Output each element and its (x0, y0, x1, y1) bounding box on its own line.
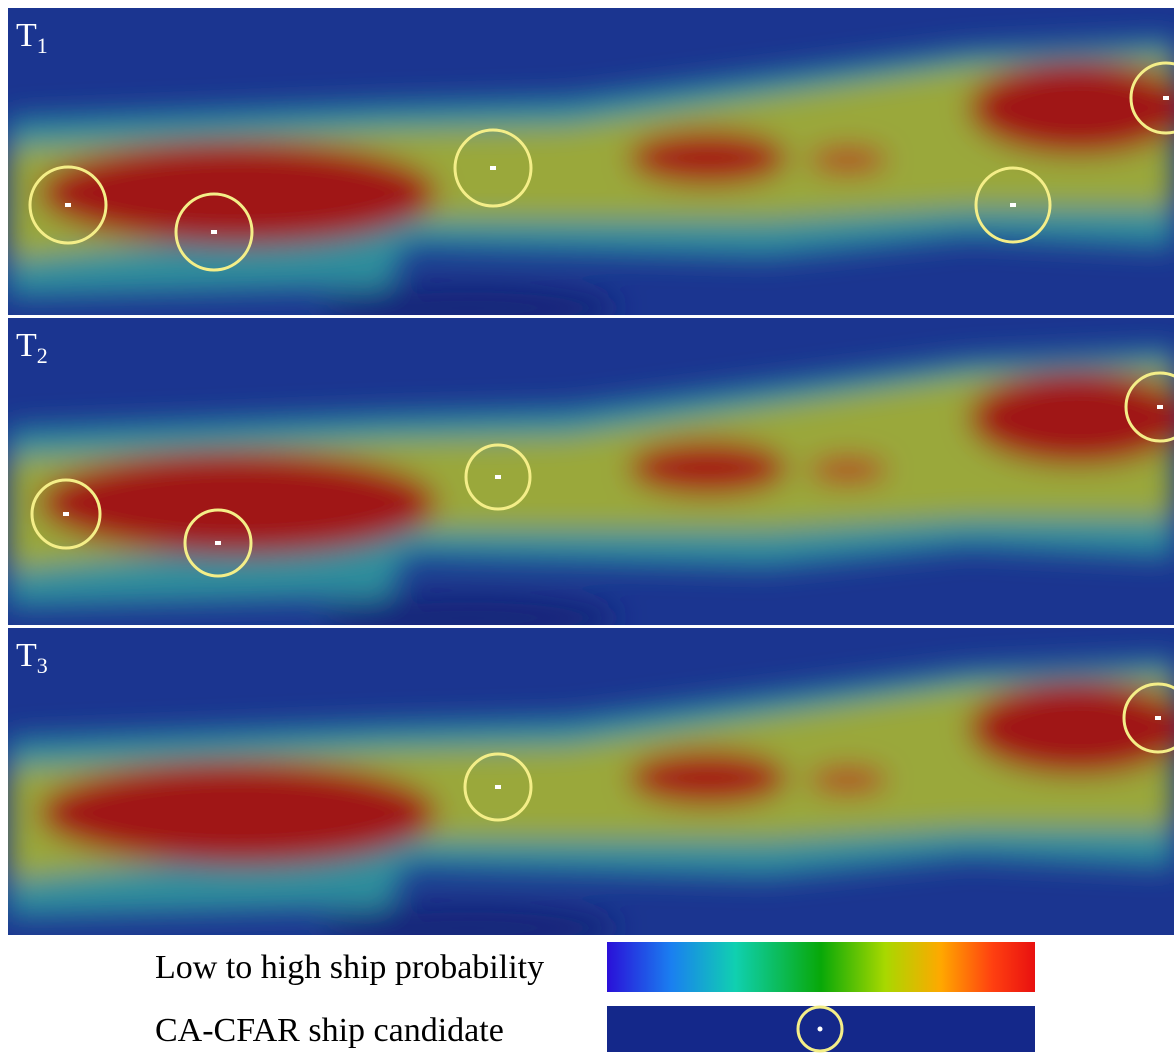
candidate-circle (174, 192, 254, 272)
panel-label: T3 (16, 637, 48, 678)
panel-label: T1 (16, 17, 48, 58)
panel-subscript: 1 (37, 33, 48, 58)
candidate-circle (974, 166, 1052, 244)
candidate-circle (183, 508, 253, 578)
heatmap (8, 628, 1174, 953)
candidate-circle (463, 752, 533, 822)
candidate-dot (817, 1026, 823, 1032)
candidate-circle (464, 443, 532, 511)
candidate-dot (215, 541, 221, 545)
candidate-dot (63, 512, 69, 516)
candidate-circle (453, 128, 533, 208)
candidate-dot (495, 785, 501, 789)
candidate-circle (1122, 682, 1174, 754)
candidate-circle (28, 165, 108, 245)
panel-subscript: 2 (37, 343, 48, 368)
candidate-dot (211, 230, 217, 234)
candidate-circle (1129, 61, 1174, 135)
candidate-dot (495, 475, 501, 479)
heatmap (8, 8, 1174, 333)
candidate-dot (1157, 405, 1163, 409)
candidate-dot (490, 166, 496, 170)
panel-letter: T (16, 637, 37, 674)
heatmap-image (8, 318, 1174, 643)
heatmap (8, 318, 1174, 643)
heatmap-panel: T2 (8, 318, 1174, 643)
legend: Low to high ship probability CA-CFAR shi… (155, 942, 1035, 1053)
panel-letter: T (16, 327, 37, 364)
panel-letter: T (16, 17, 37, 54)
panel-subscript: 3 (37, 653, 48, 678)
heatmap-panel: T1 (8, 8, 1174, 333)
color-bar (607, 942, 1035, 992)
candidate-circle (1124, 371, 1174, 443)
heatmap-image (8, 628, 1174, 953)
candidate-dot (1010, 203, 1016, 207)
candidate-dot (1155, 716, 1161, 720)
legend-text: CA-CFAR ship candidate (155, 1012, 504, 1049)
heatmap-panel: T3 (8, 628, 1174, 953)
candidate-dot (1163, 96, 1169, 100)
candidate-dot (65, 203, 71, 207)
candidate-circle (30, 478, 102, 550)
candidate-circle (796, 1005, 844, 1053)
legend-text: Low to high ship probability (155, 949, 544, 986)
panel-label: T2 (16, 327, 48, 368)
